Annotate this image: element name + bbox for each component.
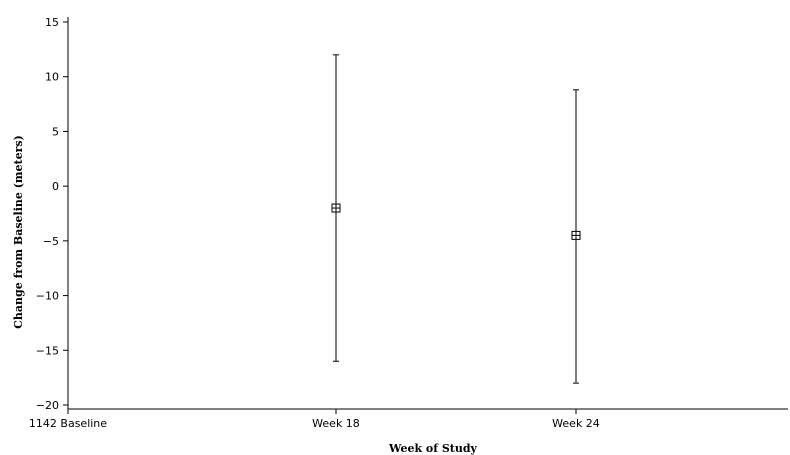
y-tick-label: −20 [36,399,59,412]
y-axis: 15 10 5 0 −5 −10 −15 −20 [36,16,69,412]
y-tick-label: 5 [52,125,59,138]
plot-points [331,54,581,384]
x-tick-label: Week 24 [552,417,600,430]
y-tick-label: −5 [43,235,59,248]
y-axis-title: Change from Baseline (meters) [12,135,25,329]
y-tick-label: 0 [52,180,59,193]
y-tick-label: 10 [45,71,59,84]
y-tick-label: −15 [36,344,59,357]
x-axis-title: Week of Study [388,442,478,455]
data-point-group [331,54,341,362]
y-tick-label: 15 [45,16,59,29]
x-tick-label: Week 18 [312,417,360,430]
data-point-group [571,89,581,384]
y-tick-label: −10 [36,290,59,303]
x-axis: 1142 Baseline Week 18 Week 24 [29,408,788,430]
x-tick-label: 1142 Baseline [29,417,107,430]
